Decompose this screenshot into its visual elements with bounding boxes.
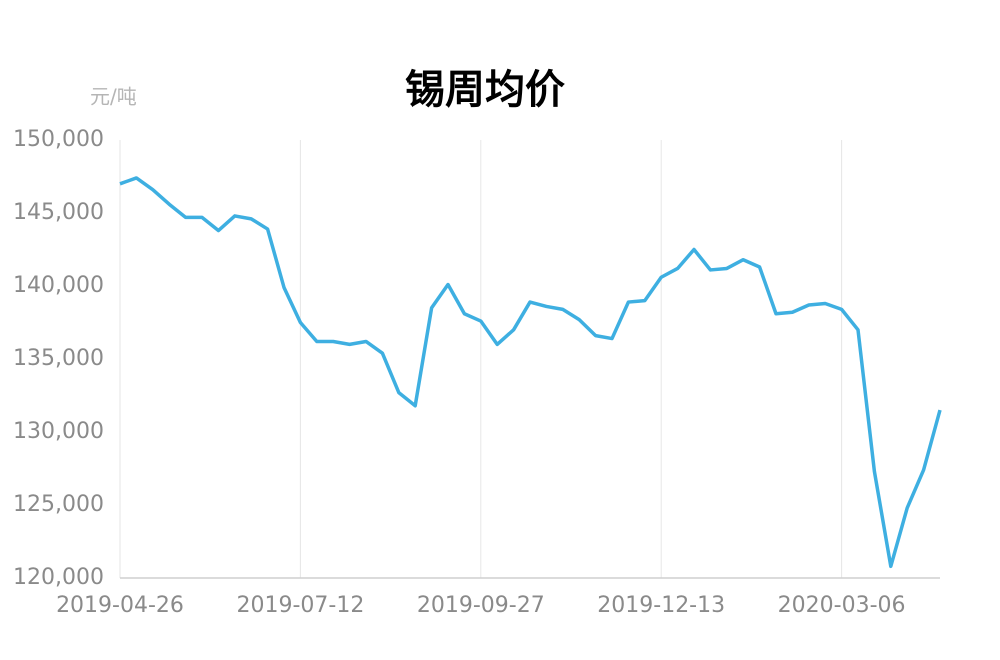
data-line: [119, 176, 942, 569]
x-tick-label: 2020-03-06: [778, 593, 906, 618]
y-tick-label: 125,000: [13, 492, 104, 517]
chart-title: 锡周均价: [405, 67, 565, 113]
y-tick-label: 145,000: [13, 200, 104, 225]
x-tick-label: 2019-07-12: [236, 593, 364, 618]
x-tick-label: 2019-09-27: [417, 593, 545, 618]
x-tick-label: 2019-04-26: [56, 593, 184, 618]
y-tick-label: 135,000: [13, 346, 104, 371]
y-tick-label: 130,000: [13, 419, 104, 444]
y-tick-label: 120,000: [13, 565, 104, 590]
y-tick-label: 150,000: [13, 127, 104, 152]
x-tick-label: 2019-12-13: [597, 593, 725, 618]
y-axis-unit: 元/吨: [90, 85, 137, 109]
y-tick-label: 140,000: [13, 273, 104, 298]
